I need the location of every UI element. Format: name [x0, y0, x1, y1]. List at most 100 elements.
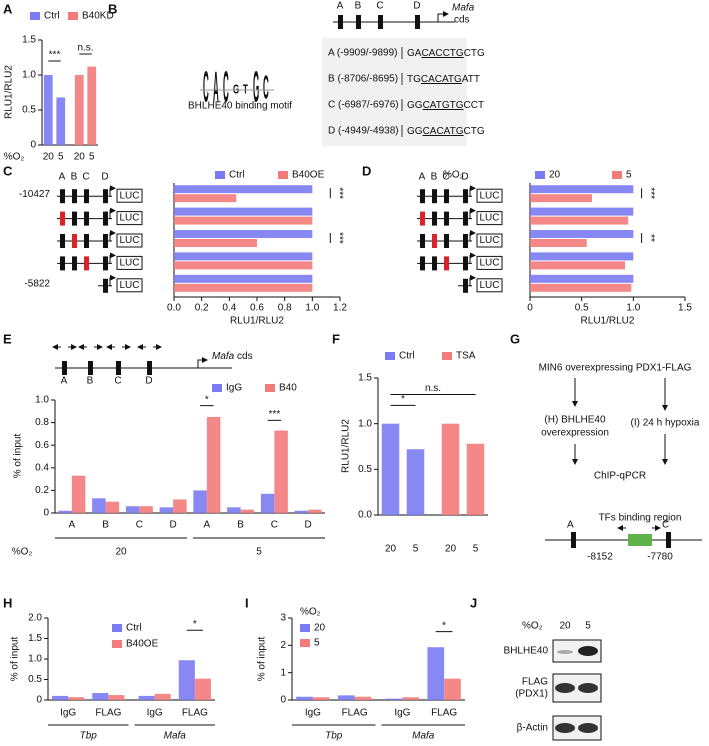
group-label: 5 — [256, 547, 262, 558]
bar — [530, 261, 626, 270]
group-label: Tbp — [80, 731, 98, 742]
y-tick-label: 0 — [280, 695, 286, 706]
y-tick-label: 1.0 — [358, 418, 372, 429]
x-tick-label: IgG — [394, 708, 410, 719]
site-letter: A — [419, 172, 426, 183]
significance-label: *** — [334, 187, 345, 199]
promoter-arrow — [109, 274, 116, 286]
panel-letter: I — [245, 595, 249, 610]
site-box — [444, 256, 449, 271]
x-tick-label: 20 — [445, 544, 457, 555]
bar — [381, 423, 400, 515]
group-label: Tbp — [325, 731, 343, 742]
workflow-branch: overexpression — [541, 428, 609, 439]
legend-swatch — [215, 171, 225, 179]
bar — [444, 678, 461, 700]
luc-label: LUC — [119, 213, 139, 224]
luc-box — [116, 233, 143, 248]
x-tick-label: 1.2 — [333, 303, 347, 314]
sequence-prefix: GG — [407, 126, 423, 137]
bar — [125, 506, 140, 513]
x-tick-label: 5 — [58, 152, 64, 163]
group-label: Mafa — [412, 731, 435, 742]
band-label: (PDX1) — [515, 689, 548, 700]
western-blot: J %O₂ 20 5 BHLHE40 FLAG (PDX1) β-Actin — [470, 595, 602, 741]
site-letter: A — [337, 1, 344, 12]
bar — [385, 698, 403, 700]
site-box — [84, 234, 89, 248]
site-sequence: GGCATGTGCCT — [407, 100, 484, 111]
y-tick-label: 0 — [43, 508, 49, 519]
bar — [154, 693, 171, 700]
bar — [308, 509, 322, 513]
position-label: -7780 — [647, 552, 673, 563]
bar — [139, 506, 153, 513]
position-label: -8152 — [587, 552, 613, 563]
site-box — [88, 361, 93, 375]
site-box — [432, 234, 437, 248]
x-tick-label: IgG — [60, 708, 76, 719]
x-tick-label: C — [136, 520, 143, 531]
site-box — [103, 189, 108, 204]
legend-swatch — [265, 384, 275, 392]
legend-title: %O₂ — [300, 607, 321, 618]
legend-label: Ctrl — [44, 11, 60, 22]
x-tick-label: FLAG — [342, 708, 368, 719]
panel-letter: H — [3, 595, 12, 610]
x-tick-label: 20 — [74, 152, 86, 163]
x-tick-label: B — [237, 520, 244, 531]
motif-caption: BHLHE40 binding motif — [188, 101, 292, 112]
workflow-branch: (H) BHLHE40 — [544, 415, 606, 426]
motif-letter: G — [253, 61, 259, 111]
sequence-prefix: TG — [407, 74, 421, 85]
x-tick-label: IgG — [305, 708, 321, 719]
bar — [294, 510, 309, 513]
site-letter: C — [376, 1, 383, 12]
y-tick-label: 0.5 — [358, 464, 372, 475]
band-label: FLAG — [522, 677, 548, 688]
luc-box — [476, 211, 503, 226]
promoter-arrow — [469, 230, 476, 241]
x-axis-label: RLU1/RLU2 — [230, 316, 284, 327]
x-tick-label: 0.5 — [575, 303, 589, 314]
luc-box — [116, 211, 143, 226]
site-letter: C — [82, 172, 89, 183]
bar — [193, 490, 207, 513]
x-tick-label: 1.5 — [678, 303, 692, 314]
promoter-arrow — [469, 252, 476, 264]
site-box — [420, 211, 425, 226]
site-box — [432, 211, 437, 226]
bar — [174, 230, 313, 238]
motif-letter: C — [223, 61, 229, 111]
group-label: 20 — [115, 547, 127, 558]
bar — [87, 66, 97, 145]
bar — [138, 695, 155, 700]
bar — [427, 647, 445, 700]
site-box — [463, 234, 468, 248]
y-tick-label: 2 — [280, 640, 286, 651]
legend-swatch — [112, 624, 122, 632]
bar — [530, 216, 629, 225]
x-tick-label: B — [102, 520, 109, 531]
bar — [174, 239, 257, 247]
site-letter: C — [662, 520, 669, 531]
site-box — [60, 211, 65, 226]
bar — [68, 697, 85, 700]
luc-label: LUC — [479, 235, 499, 246]
site-box — [72, 256, 77, 271]
promoter-arrow — [109, 185, 116, 197]
luc-box — [116, 255, 143, 270]
bar — [530, 230, 634, 238]
sequence-prefix: GA — [407, 48, 422, 59]
site-box — [463, 278, 468, 293]
legend-label: Ctrl — [399, 351, 415, 362]
bar — [159, 507, 174, 513]
x-tick-label: 0.4 — [222, 303, 236, 314]
panel-letter: C — [3, 163, 13, 178]
site-letter: B — [431, 172, 438, 183]
luc-box — [116, 188, 143, 203]
site-box — [103, 211, 108, 226]
x-tick-label: 20 — [43, 152, 55, 163]
x-axis-label: RLU1/RLU2 — [581, 316, 635, 327]
panel-letter: D — [362, 163, 371, 178]
